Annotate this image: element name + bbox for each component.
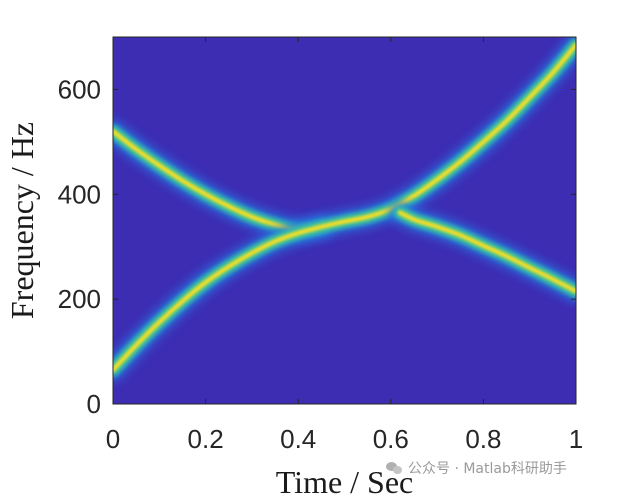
y-tick-label: 0 xyxy=(87,389,101,419)
ridge-2-pass-3 xyxy=(398,210,576,294)
wechat-icon xyxy=(386,461,403,475)
x-tick-label: 1 xyxy=(569,424,583,454)
x-tick-label: 0.2 xyxy=(188,424,224,454)
x-tick-label: 0.4 xyxy=(280,424,316,454)
ridge-1-pass-3 xyxy=(113,42,576,372)
ridge-layer xyxy=(113,37,576,381)
plot-frame xyxy=(112,36,577,405)
y-axis-title: Frequency / Hz xyxy=(4,122,40,319)
x-tick-label: 0.6 xyxy=(373,424,409,454)
y-tick-label: 400 xyxy=(58,179,101,209)
y-tick-label: 200 xyxy=(58,284,101,314)
x-tick-label: 0.8 xyxy=(465,424,501,454)
y-tick-label: 600 xyxy=(58,74,101,104)
watermark: 公众号 · Matlab科研助手 xyxy=(386,458,567,478)
tick-layer: 0 0.2 0.4 0.6 0.8 1 0 200 400 600 xyxy=(58,37,583,454)
x-tick-label: 0 xyxy=(106,424,120,454)
watermark-text: 公众号 · Matlab科研助手 xyxy=(408,461,567,477)
